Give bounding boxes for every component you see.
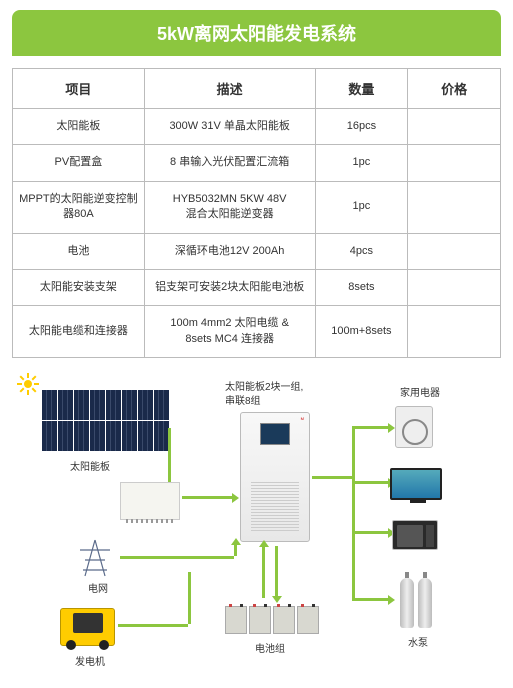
td-item: 电池 [13,233,145,269]
td-item: 太阳能电缆和连接器 [13,306,145,358]
sun-icon [18,374,38,394]
td-item: PV配置盒 [13,145,145,181]
td-desc: HYB5032MN 5KW 48V混合太阳能逆变器 [144,181,315,233]
td-price [408,269,501,305]
td-qty: 16pcs [315,109,408,145]
table-row: 电池深循环电池12V 200Ah4pcs [13,233,501,269]
th-price: 价格 [408,69,501,109]
page-title: 5kW离网太阳能发电系统 [12,10,501,56]
td-price [408,145,501,181]
table-row: 太阳能安装支架铝支架可安装2块太阳能电池板8sets [13,269,501,305]
th-qty: 数量 [315,69,408,109]
td-desc: 深循环电池12V 200Ah [144,233,315,269]
inverter-icon: M [240,412,310,542]
td-desc: 铝支架可安装2块太阳能电池板 [144,269,315,305]
table-row: MPPT的太阳能逆变控制器80AHYB5032MN 5KW 48V混合太阳能逆变… [13,181,501,233]
generator-icon [60,608,115,646]
td-price [408,109,501,145]
tv-icon [390,468,442,500]
td-price [408,233,501,269]
pump-label: 水泵 [398,634,438,649]
td-desc: 8 串输入光伏配置汇流箱 [144,145,315,181]
table-header-row: 项目 描述 数量 价格 [13,69,501,109]
system-diagram: 太阳能板 太阳能板2块一组, 串联8组 M 家用电器 水泵 [0,368,513,688]
panels-label: 太阳能板 [60,458,120,473]
td-qty: 8sets [315,269,408,305]
combiner-box-icon [120,482,180,520]
td-desc: 300W 31V 单晶太阳能板 [144,109,315,145]
td-price [408,306,501,358]
grid-icon [75,538,115,578]
appliances-label: 家用电器 [390,384,450,399]
td-qty: 100m+8sets [315,306,408,358]
table-row: 太阳能板300W 31V 单晶太阳能板16pcs [13,109,501,145]
spec-table: 项目 描述 数量 价格 太阳能板300W 31V 单晶太阳能板16pcsPV配置… [12,68,501,358]
panel-group-label-2: 串联8组 [225,392,305,407]
generator-label: 发电机 [65,653,115,668]
panel-group-label-1: 太阳能板2块一组, [225,378,335,393]
td-item: MPPT的太阳能逆变控制器80A [13,181,145,233]
microwave-icon [392,520,438,550]
td-qty: 1pc [315,181,408,233]
td-desc: 100m 4mm2 太阳电缆 &8sets MC4 连接器 [144,306,315,358]
table-body: 太阳能板300W 31V 单晶太阳能板16pcsPV配置盒8 串输入光伏配置汇流… [13,109,501,358]
battery-label: 电池组 [245,640,295,655]
grid-label: 电网 [78,580,118,595]
td-qty: 4pcs [315,233,408,269]
table-row: PV配置盒8 串输入光伏配置汇流箱1pc [13,145,501,181]
td-qty: 1pc [315,145,408,181]
th-desc: 描述 [144,69,315,109]
th-item: 项目 [13,69,145,109]
solar-panels-icon [42,390,169,452]
td-item: 太阳能板 [13,109,145,145]
table-row: 太阳能电缆和连接器100m 4mm2 太阳电缆 &8sets MC4 连接器10… [13,306,501,358]
td-item: 太阳能安装支架 [13,269,145,305]
pumps-icon [400,578,432,628]
washer-icon [395,406,433,448]
td-price [408,181,501,233]
battery-bank-icon [225,606,319,634]
